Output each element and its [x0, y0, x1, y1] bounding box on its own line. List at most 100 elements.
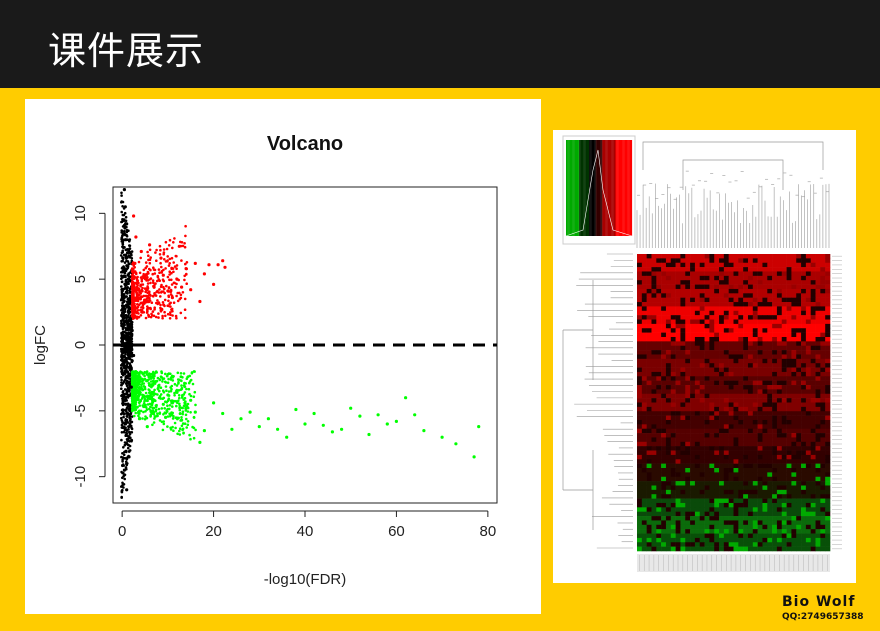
point-cloud-dot — [122, 275, 125, 278]
point-cloud-dot — [144, 403, 147, 407]
point-cloud-dot — [127, 342, 131, 346]
point-cloud-dot — [178, 396, 181, 400]
heatmap-cell — [772, 271, 778, 277]
heatmap-cell — [709, 476, 715, 482]
heatmap-cell — [641, 502, 647, 508]
heatmap-cell — [772, 415, 778, 421]
heatmap-cell — [675, 393, 681, 399]
point-cloud-dot — [186, 402, 190, 406]
heatmap-cell — [762, 302, 768, 307]
data-point — [125, 488, 129, 492]
heatmap-cell — [772, 319, 778, 325]
heatmap-cell — [738, 385, 744, 390]
heatmap-cell — [651, 411, 657, 416]
data-point — [123, 205, 127, 209]
heatmap-cell — [762, 516, 768, 521]
heatmap-cell — [781, 389, 787, 395]
heatmap-cell — [805, 437, 812, 443]
heatmap-cell — [714, 502, 720, 508]
point-cloud-dot — [166, 415, 170, 418]
data-point — [125, 392, 129, 396]
heatmap-cell — [781, 280, 787, 285]
heatmap-cell — [810, 284, 816, 290]
point-cloud-dot — [127, 450, 131, 453]
point-cloud-dot — [158, 244, 162, 248]
point-cloud-dot — [138, 387, 142, 391]
heatmap-cell — [825, 371, 831, 377]
heatmap-cell — [825, 428, 831, 434]
point-cloud-dot — [179, 372, 183, 375]
color-key-step — [570, 140, 572, 236]
heatmap-cell — [714, 284, 720, 290]
heatmap-cell — [646, 398, 652, 403]
point-cloud-dot — [143, 302, 146, 305]
heatmap-cell — [665, 336, 672, 342]
heatmap-cell — [772, 398, 778, 403]
heatmap-cell — [767, 437, 773, 443]
heatmap-cell — [801, 389, 807, 395]
heatmap-cell — [680, 507, 686, 512]
point-cloud-dot — [192, 395, 196, 399]
heatmap-cell — [694, 350, 701, 355]
heatmap-cell — [810, 485, 816, 491]
point-cloud-dot — [162, 390, 166, 394]
heatmap-cell — [801, 419, 807, 425]
heatmap-cell — [704, 428, 710, 434]
heatmap-cell — [665, 406, 672, 412]
heatmap-cell — [709, 468, 715, 473]
point-cloud-dot — [141, 286, 144, 290]
heatmap-cell — [661, 459, 667, 464]
heatmap-cell — [665, 507, 672, 512]
heatmap-cell — [757, 367, 763, 373]
heatmap-cell — [796, 280, 802, 285]
point-cloud-dot — [181, 422, 185, 425]
heatmap-cell — [637, 481, 643, 486]
heatmap-cell — [747, 437, 754, 443]
heatmap-cell — [728, 293, 734, 298]
heatmap-cell — [781, 494, 787, 499]
heatmap-cell — [781, 376, 787, 381]
point-cloud-dot — [137, 410, 140, 414]
heatmap-cell — [728, 498, 734, 504]
heatmap-cell — [719, 468, 725, 473]
heatmap-cell — [690, 371, 696, 377]
heatmap-cell — [714, 358, 720, 364]
heatmap-cell — [685, 450, 691, 456]
data-point — [413, 413, 417, 417]
point-cloud-dot — [192, 426, 196, 430]
heatmap-cell — [714, 310, 720, 316]
heatmap-cell — [641, 310, 647, 316]
heatmap-cell — [685, 254, 691, 259]
heatmap-cell — [728, 433, 734, 438]
heatmap-cell — [719, 280, 725, 285]
heatmap-cell — [805, 415, 812, 421]
heatmap-cell — [709, 350, 715, 355]
heatmap-cell — [801, 424, 807, 430]
heatmap-cell — [810, 437, 816, 443]
heatmap-cell — [646, 262, 652, 268]
heatmap-cell — [699, 306, 705, 312]
heatmap-cell — [694, 310, 701, 316]
heatmap-cell — [670, 454, 676, 460]
heatmap-cell — [786, 367, 792, 373]
heatmap-cell — [690, 363, 696, 368]
heatmap-cell — [719, 385, 725, 390]
heatmap-cell — [776, 468, 783, 473]
point-cloud-dot — [129, 436, 132, 440]
heatmap-cell — [796, 336, 802, 342]
heatmap-cell — [796, 267, 802, 272]
heatmap-cell — [694, 476, 701, 482]
point-cloud-dot — [137, 260, 141, 264]
heatmap-cell — [699, 367, 705, 373]
heatmap-cell — [757, 267, 763, 272]
heatmap-cell — [743, 498, 749, 504]
heatmap-cell — [723, 254, 729, 259]
heatmap-cell — [651, 315, 657, 320]
point-cloud-dot — [180, 259, 183, 262]
heatmap-cell — [646, 363, 652, 368]
point-cloud-dot — [153, 292, 156, 295]
heatmap-cell — [728, 302, 734, 307]
heatmap-cell — [675, 437, 681, 443]
heatmap-cell — [762, 454, 768, 460]
heatmap-cell — [733, 354, 739, 360]
